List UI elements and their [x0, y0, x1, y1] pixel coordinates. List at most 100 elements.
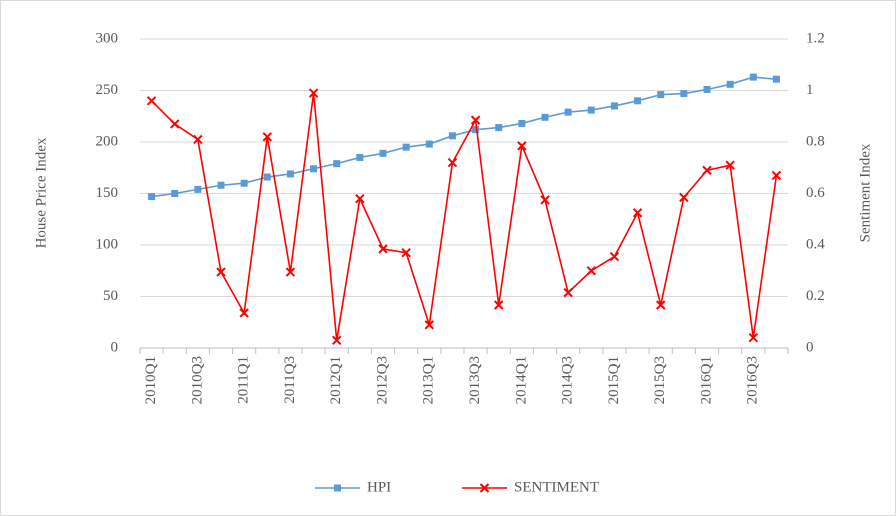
point-marker — [679, 192, 689, 203]
marker-stroke — [748, 332, 758, 343]
x-tick-label: 2013Q3 — [467, 356, 483, 404]
point-marker — [193, 134, 203, 145]
point-marker — [749, 73, 757, 81]
point-marker — [632, 208, 643, 218]
point-marker — [448, 132, 456, 140]
marker-stroke — [193, 134, 203, 145]
point-marker — [356, 153, 364, 161]
point-marker — [146, 96, 157, 106]
point-marker — [148, 193, 156, 201]
point-marker — [424, 320, 434, 330]
point-marker — [703, 85, 711, 93]
point-marker — [610, 102, 618, 110]
point-marker — [586, 266, 596, 276]
marker-stroke — [563, 287, 573, 298]
point-marker — [378, 244, 388, 254]
marker-stroke — [656, 300, 666, 310]
marker-stroke — [494, 300, 504, 310]
point-marker — [286, 170, 294, 178]
point-marker — [657, 91, 665, 99]
y2-tick-label: 0 — [806, 339, 814, 355]
x-tick-label: 2011Q1 — [236, 356, 252, 404]
point-marker — [772, 75, 780, 83]
point-marker — [355, 193, 365, 204]
x-tick-label: 2016Q3 — [745, 356, 761, 404]
marker-stroke — [355, 193, 365, 204]
point-marker — [494, 300, 504, 310]
x-tick-label: 2010Q1 — [143, 356, 159, 404]
y2-tick-label: 0.6 — [806, 185, 825, 201]
point-marker — [217, 181, 225, 189]
marker-stroke — [447, 157, 458, 168]
point-marker — [379, 149, 387, 157]
point-marker — [609, 251, 620, 262]
marker-stroke — [470, 115, 481, 125]
point-marker — [285, 267, 296, 277]
point-marker — [170, 119, 180, 129]
marker-stroke — [170, 119, 180, 129]
marker-stroke — [424, 320, 434, 330]
point-marker — [680, 90, 688, 98]
point-marker — [771, 170, 782, 181]
legend-label: SENTIMENT — [514, 479, 599, 495]
legend-marker — [334, 484, 341, 492]
point-marker — [401, 248, 411, 258]
marker-stroke — [586, 266, 596, 276]
point-marker — [333, 160, 341, 168]
point-marker — [425, 140, 433, 148]
point-marker — [216, 267, 226, 277]
point-marker — [263, 173, 271, 181]
point-marker — [702, 165, 712, 176]
y-tick-label: 150 — [96, 185, 119, 201]
x-tick-label: 2016Q1 — [698, 356, 714, 404]
marker-stroke — [308, 88, 319, 98]
point-marker — [262, 132, 272, 142]
marker-stroke — [216, 267, 226, 277]
point-marker — [310, 165, 318, 173]
marker-stroke — [146, 96, 157, 106]
point-marker — [470, 115, 481, 125]
point-marker — [634, 97, 642, 105]
point-marker — [171, 190, 179, 197]
series-line — [151, 92, 778, 341]
y-tick-label: 100 — [96, 236, 119, 252]
y2-tick-label: 0.2 — [806, 288, 825, 304]
point-marker — [564, 108, 572, 116]
point-marker — [332, 335, 342, 345]
marker-stroke — [239, 308, 249, 318]
point-marker — [402, 143, 410, 151]
marker-stroke — [401, 248, 411, 258]
x-tick-label: 2011Q3 — [282, 356, 298, 404]
point-marker — [726, 80, 734, 88]
marker-stroke — [517, 141, 527, 151]
marker-stroke — [609, 251, 620, 262]
marker-stroke — [285, 267, 296, 277]
marker-stroke — [679, 192, 689, 203]
x-tick-label: 2012Q3 — [374, 356, 390, 404]
x-tick-label: 2014Q3 — [560, 356, 576, 404]
y-tick-label: 0 — [111, 339, 119, 355]
marker-stroke — [332, 335, 342, 345]
y2-axis-title: Sentiment Index — [857, 143, 873, 242]
point-marker — [472, 126, 480, 134]
y-axis-title: House Price Index — [33, 137, 49, 248]
point-marker — [518, 119, 526, 127]
y-tick-label: 300 — [96, 30, 119, 46]
point-marker — [495, 124, 503, 132]
x-tick-label: 2014Q1 — [513, 356, 529, 404]
y-tick-label: 250 — [96, 82, 119, 98]
point-marker — [563, 287, 573, 298]
marker-stroke — [262, 132, 272, 142]
point-marker — [540, 195, 550, 205]
legend-marker — [479, 483, 490, 493]
point-marker — [541, 113, 549, 121]
x-tick-label: 2010Q3 — [189, 356, 205, 404]
point-marker — [725, 160, 735, 170]
point-marker — [240, 179, 248, 187]
point-marker — [517, 141, 527, 151]
point-marker — [447, 157, 458, 168]
y-tick-label: 200 — [96, 133, 119, 149]
marker-stroke — [479, 483, 490, 493]
